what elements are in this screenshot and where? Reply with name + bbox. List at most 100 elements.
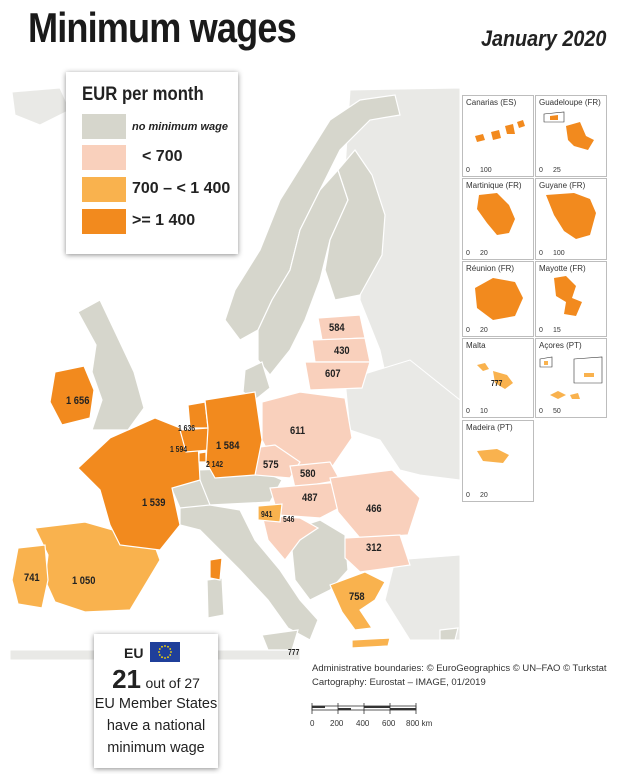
scalebar: 0 200 400 600 800 km — [310, 700, 450, 730]
country-cyprus — [439, 627, 459, 641]
country-poland — [261, 391, 353, 471]
land-ukraine — [344, 359, 461, 481]
inset-scale-start: 0 — [539, 408, 543, 415]
inset-name: Guyane (FR) — [539, 181, 586, 190]
eu-flag-icon — [150, 642, 180, 662]
inset-name: Réunion (FR) — [466, 264, 515, 273]
scalebar-tick: 600 — [382, 719, 396, 728]
inset-scale-start: 0 — [466, 408, 470, 415]
legend-swatch-mid — [82, 177, 126, 202]
eu-star — [170, 651, 172, 653]
eu-summary-box: EU 21 out of 27 EU Member States have a … — [94, 634, 218, 768]
country-romania — [329, 469, 421, 539]
eu-star — [169, 648, 172, 650]
country-luxembourg — [198, 451, 207, 463]
inset-scale-start: 0 — [466, 250, 470, 257]
inset-mayotte-fr: Mayotte (FR) 0 15 — [535, 261, 607, 337]
value-hungary: 487 — [302, 492, 318, 504]
country-croatia — [261, 514, 320, 561]
inset-scale-end: 100 — [553, 250, 565, 257]
value-czechia: 575 — [263, 459, 279, 471]
scalebar-tick: 800 km — [406, 719, 433, 728]
inset-scale-start: 0 — [539, 327, 543, 334]
value-spain: 1 050 — [72, 575, 96, 587]
inset-scale-end: 20 — [480, 327, 488, 334]
inset-name: Madeira (PT) — [466, 423, 513, 432]
legend: EUR per month no minimum wage < 700 700 … — [66, 72, 238, 254]
credits-line-2: Cartography: Eurostat – IMAGE, 01/2019 — [312, 677, 486, 688]
inset-scale-end: 100 — [480, 167, 492, 174]
legend-label-high: >= 1 400 — [132, 212, 196, 229]
inset-scale-end: 10 — [480, 408, 488, 415]
legend-label-no-minimum: no minimum wage — [132, 121, 228, 133]
inset-scale-end: 20 — [480, 250, 488, 257]
value-bulgaria: 312 — [366, 542, 382, 554]
legend-swatch-high — [82, 209, 126, 234]
inset-scale-start: 0 — [466, 327, 470, 334]
value-slovenia: 941 — [261, 510, 273, 519]
value-greece: 758 — [349, 591, 365, 603]
inset-guyane-fr: Guyane (FR) 0 100 — [535, 178, 607, 260]
inset-a-ores-pt: Açores (PT) 0 50 — [535, 338, 607, 418]
eu-star — [169, 654, 172, 656]
country-france-corsica — [209, 557, 223, 581]
inset-guadeloupe-fr: Guadeloupe (FR) 0 25 — [535, 95, 607, 177]
value-germany: 1 584 — [216, 440, 240, 452]
inset-malta: Malta 0 10 777 — [462, 338, 534, 418]
value-poland: 611 — [290, 425, 306, 437]
legend-swatch-low — [82, 145, 126, 170]
value-croatia: 546 — [283, 515, 295, 524]
scalebar-graphic — [311, 703, 417, 714]
inset-madeira-pt: Madeira (PT) 0 20 — [462, 420, 534, 502]
legend-label-mid: 700 – < 1 400 — [132, 180, 231, 197]
eu-count: 21 — [112, 664, 141, 694]
value-belgium: 1 594 — [170, 445, 188, 454]
eu-line-3: minimum wage — [107, 740, 205, 756]
value-ireland: 1 656 — [66, 395, 90, 407]
inset-scale-start: 0 — [466, 167, 470, 174]
legend-swatch-no-minimum — [82, 114, 126, 139]
page-title: Minimum wages — [28, 4, 297, 51]
eu-line-2: have a national — [106, 718, 206, 734]
value-malta: 777 — [288, 648, 300, 657]
credits-line-1: Administrative boundaries: © EuroGeograp… — [312, 663, 607, 674]
inset-map-shape — [477, 363, 513, 389]
inset-martinique-fr: Martinique (FR) 0 20 — [462, 178, 534, 260]
value-portugal: 741 — [24, 572, 40, 584]
inset-scale-end: 50 — [553, 408, 561, 415]
country-denmark — [242, 361, 271, 401]
country-italy-sardinia — [206, 577, 225, 619]
eu-star — [167, 645, 169, 648]
inset-name: Canarias (ES) — [466, 98, 517, 107]
inset-map-shape — [475, 278, 523, 320]
value-netherlands: 1 636 — [178, 424, 196, 433]
value-slovakia: 580 — [300, 468, 316, 480]
inset-r-union-fr: Réunion (FR) 0 20 — [462, 261, 534, 337]
inset-name: Açores (PT) — [539, 341, 582, 350]
eu-star — [158, 648, 161, 650]
country-italy — [179, 499, 319, 641]
inset-map-shape — [543, 111, 594, 150]
inset-scale-end: 25 — [553, 167, 561, 174]
eu-star — [164, 645, 166, 647]
eu-star — [158, 651, 160, 653]
value-romania: 466 — [366, 503, 382, 515]
land-iceland — [11, 87, 71, 126]
value-france: 1 539 — [142, 497, 166, 509]
country-portugal — [11, 544, 49, 609]
country-bulgaria — [344, 534, 411, 573]
inset-value: 777 — [491, 379, 503, 388]
country-ireland — [49, 365, 95, 426]
inset-map-shape — [477, 193, 515, 235]
value-estonia: 584 — [329, 322, 345, 334]
eu-star — [158, 654, 161, 656]
legend-label-low: < 700 — [142, 148, 183, 165]
value-luxembourg: 2 142 — [206, 460, 224, 469]
inset-name: Mayotte (FR) — [539, 264, 586, 273]
legend-title: EUR per month — [82, 84, 204, 105]
inset-canarias-es: Canarias (ES) 0 100 — [462, 95, 534, 177]
eu-star — [161, 656, 163, 659]
inset-map-shape — [477, 449, 509, 463]
inset-scale-start: 0 — [539, 250, 543, 257]
